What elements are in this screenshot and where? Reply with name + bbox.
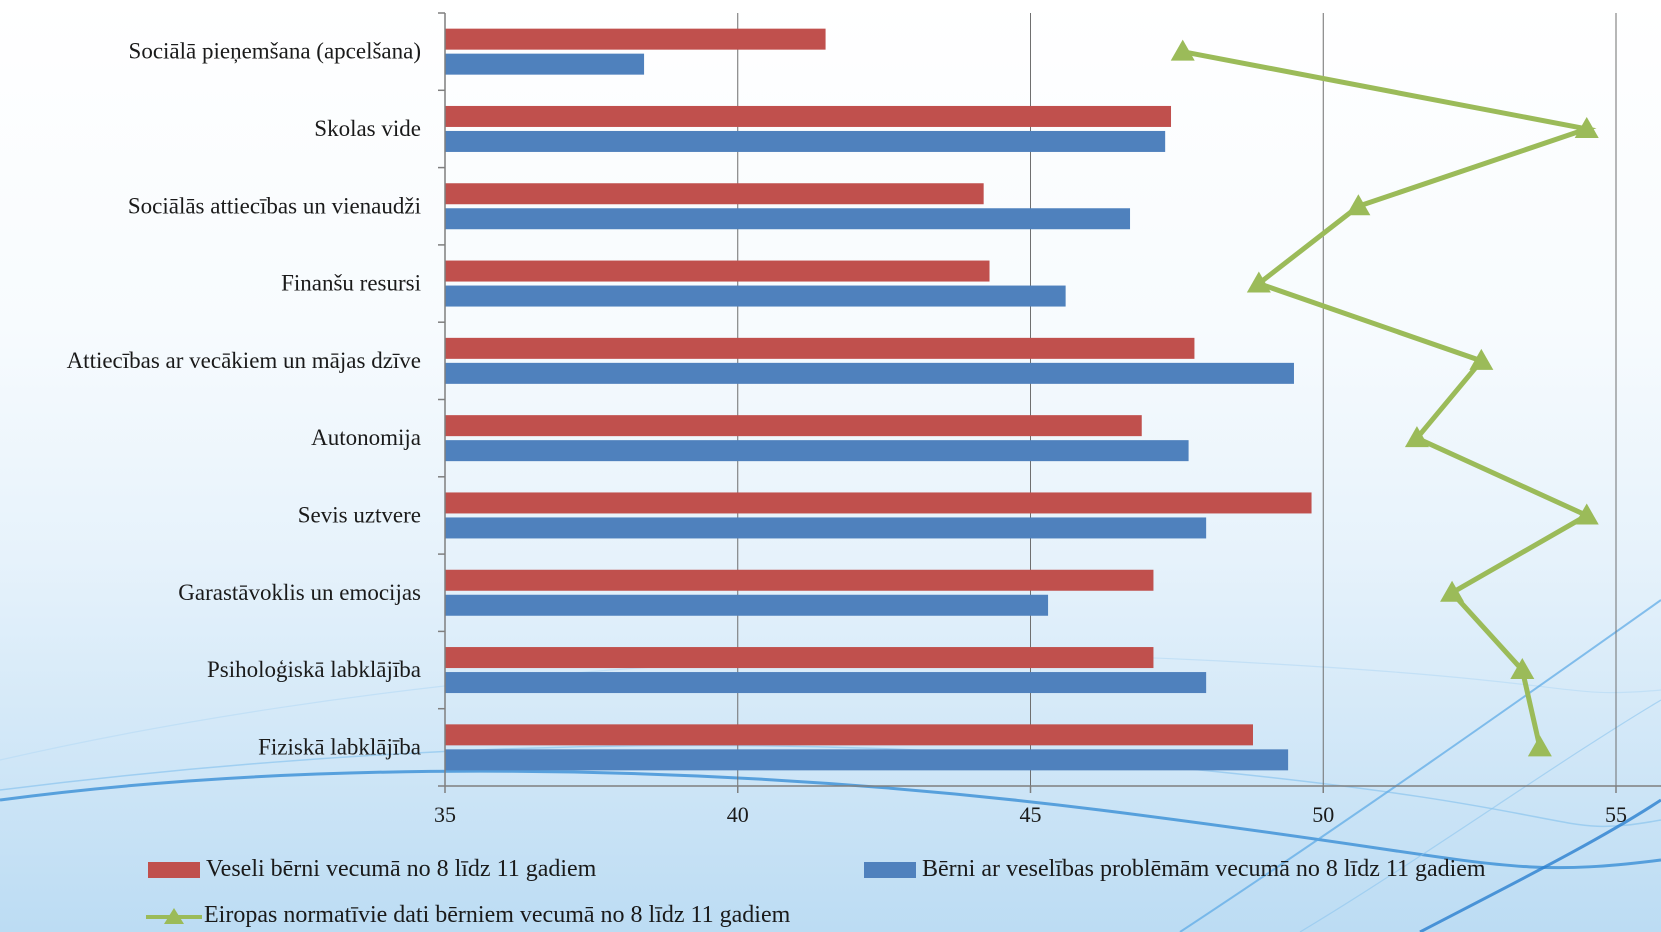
bar-health-problems [445,362,1294,384]
category-label: Autonomija [311,425,421,450]
bar-healthy [445,724,1253,746]
bar-health-problems [445,53,645,75]
marker-european [1510,658,1535,680]
category-label: Fiziskā labklājība [258,734,421,759]
bar-healthy [445,337,1195,359]
gridlines [737,13,1617,786]
bar-healthy [445,415,1142,437]
category-label: Skolas vide [314,116,421,141]
line-european [1182,49,1597,748]
line-series [1170,39,1599,757]
marker-european [1574,503,1599,525]
bar-healthy [445,569,1154,591]
category-label: Finanšu resursi [281,271,421,296]
marker-european [1246,271,1271,293]
tick-label-55: 55 [1605,802,1627,827]
bar-healthy [445,492,1312,514]
category-label: Attiecības ar vecākiem un mājas dzīve [67,348,421,373]
tick-label-50: 50 [1312,802,1334,827]
marker-european [1440,580,1465,602]
bars [445,28,1312,771]
bar-healthy [445,647,1154,669]
bar-healthy [445,28,826,50]
category-label: Sevis uztvere [298,502,421,527]
bar-healthy [445,105,1172,127]
bar-health-problems [445,672,1207,694]
tick-label-45: 45 [1020,802,1042,827]
bar-health-problems [445,517,1207,539]
bar-health-problems [445,285,1066,307]
bar-health-problems [445,594,1049,616]
bar-healthy [445,183,984,205]
marker-european [1574,116,1599,138]
tick-labels: 35 40 45 50 55 [434,802,1627,827]
category-label: Psiholoģiskā labklājība [207,657,421,682]
bar-health-problems [445,749,1289,771]
category-label: Sociālās attiecības un vienaudži [128,193,421,218]
marker-european [1469,348,1494,370]
tick-label-35: 35 [434,802,456,827]
marker-european [1404,426,1429,448]
category-label: Garastāvoklis un emocijas [178,580,421,605]
marker-european [1170,39,1195,61]
bar-health-problems [445,440,1189,462]
marker-european [1346,194,1371,216]
axes [438,12,1661,793]
category-label: Sociālā pieņemšana (apcelšana) [129,39,421,65]
tick-label-40: 40 [727,802,749,827]
bar-healthy [445,260,990,282]
category-labels: Sociālā pieņemšana (apcelšana) Skolas vid… [67,39,421,760]
bar-health-problems [445,208,1131,230]
marker-european [1527,735,1552,757]
bar-health-problems [445,130,1166,152]
